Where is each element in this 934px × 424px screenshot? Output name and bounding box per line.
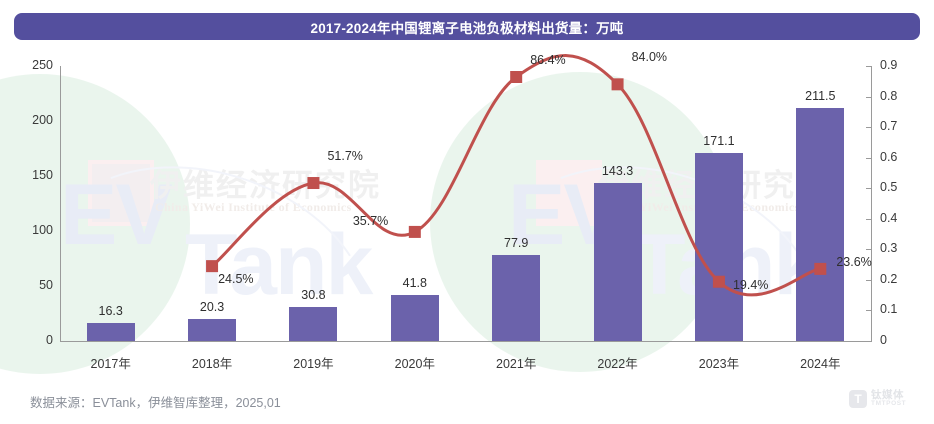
growth-rate-label: 19.4% xyxy=(732,277,769,292)
right-axis-tick xyxy=(866,310,871,312)
right-axis-tick-label: 0.3 xyxy=(880,241,898,256)
right-axis-tick xyxy=(866,96,871,98)
x-axis-label-2018年: 2018年 xyxy=(191,357,233,371)
right-axis-tick-label: 0.7 xyxy=(880,119,898,134)
bar-2024年[interactable] xyxy=(796,108,845,341)
tmtpost-logo-text: 钛媒体 TMTPOST xyxy=(871,390,906,408)
growth-line-series xyxy=(206,54,827,297)
x-axis-line xyxy=(60,341,872,342)
growth-line-marker[interactable] xyxy=(712,275,725,288)
x-axis-label-2017年: 2017年 xyxy=(90,357,131,371)
x-axis-label-2022年: 2022年 xyxy=(597,357,638,371)
growth-line-marker[interactable] xyxy=(307,177,320,190)
bar-2022年[interactable] xyxy=(593,183,642,341)
growth-rate-label: 51.7% xyxy=(327,149,363,164)
right-axis-tick xyxy=(866,127,871,129)
left-axis-tick-label: 200 xyxy=(32,113,53,127)
x-axis-label-2023年: 2023年 xyxy=(698,357,740,371)
bar-value-label: 143.3 xyxy=(601,164,634,179)
growth-rate-label: 35.7% xyxy=(352,213,389,228)
right-axis-tick xyxy=(866,157,871,159)
x-axis-label-2024年: 2024年 xyxy=(800,357,841,371)
bar-2019年[interactable] xyxy=(289,307,338,341)
left-axis-tick-label: 250 xyxy=(32,58,53,72)
bar-value-label: 20.3 xyxy=(199,299,225,314)
bar-2017年[interactable] xyxy=(86,323,135,341)
left-axis-line xyxy=(60,66,61,341)
right-axis-tick-label: 0.6 xyxy=(880,149,898,164)
left-axis-tick-label: 100 xyxy=(32,223,53,237)
x-axis-label-2019年: 2019年 xyxy=(293,357,334,371)
growth-line-marker[interactable] xyxy=(206,260,219,273)
page-title: 2017-2024年中国锂离子电池负极材料出货量：万吨 xyxy=(310,20,624,36)
right-axis-line xyxy=(871,66,872,341)
right-axis-tick xyxy=(866,218,871,220)
left-axis-tick-label: 50 xyxy=(39,278,53,292)
left-axis-tick-label: 150 xyxy=(32,168,53,182)
growth-rate-label: 23.6% xyxy=(836,254,872,269)
growth-rate-label: 24.5% xyxy=(218,272,254,287)
right-axis-tick-label: 0.9 xyxy=(880,58,898,72)
tmtpost-logo-mark: T xyxy=(849,390,867,408)
growth-line-path xyxy=(210,54,822,297)
growth-rate-label: 84.0% xyxy=(631,50,668,65)
bar-2023年[interactable] xyxy=(694,152,743,341)
right-axis-tick-label: 0.2 xyxy=(880,271,898,286)
x-axis-label-2021年: 2021年 xyxy=(496,357,537,371)
right-axis-tick xyxy=(866,188,871,190)
right-axis-tick xyxy=(866,249,871,251)
tmtpost-logo: T 钛媒体 TMTPOST xyxy=(849,390,906,408)
left-axis-tick-label: 0 xyxy=(46,333,53,347)
growth-rate-label: 86.4% xyxy=(530,53,566,67)
bar-2021年[interactable] xyxy=(492,255,541,341)
right-axis-tick-label: 0.4 xyxy=(880,210,898,225)
bar-value-label: 30.8 xyxy=(301,288,326,303)
bar-2018年[interactable] xyxy=(188,318,237,341)
bar-value-label: 211.5 xyxy=(805,89,836,104)
source-note: 数据来源：EVTank，伊维智库整理，2025,01 xyxy=(30,396,281,410)
right-axis-tick xyxy=(866,341,871,342)
right-axis-tick-label: 0.8 xyxy=(880,88,898,103)
tmtpost-logo-en: TMTPOST xyxy=(871,400,907,408)
bar-value-label: 171.1 xyxy=(703,133,735,148)
right-axis-tick-label: 0.1 xyxy=(880,302,898,317)
growth-line-marker[interactable] xyxy=(510,71,523,83)
bar-2020年[interactable] xyxy=(390,295,439,341)
right-axis-tick xyxy=(866,279,871,281)
bar-value-label: 77.9 xyxy=(504,236,529,251)
right-axis-tick xyxy=(866,66,871,67)
right-axis-tick-label: 0.5 xyxy=(880,180,898,195)
growth-line-marker[interactable] xyxy=(408,225,421,238)
bar-value-label: 16.3 xyxy=(98,304,123,319)
right-axis-tick-label: 0 xyxy=(880,333,887,347)
plot-area: EV Tank EV Tank 伊维经济研究院 China YiWei Inst… xyxy=(0,50,934,424)
bar-value-label: 41.8 xyxy=(402,276,427,291)
x-axis-label-2020年: 2020年 xyxy=(394,357,435,371)
tmtpost-logo-cn: 钛媒体 xyxy=(871,389,904,402)
growth-line-marker[interactable] xyxy=(814,262,827,275)
chart-title-bar: 2017-2024年中国锂离子电池负极材料出货量：万吨 xyxy=(14,13,920,40)
growth-line-marker[interactable] xyxy=(611,78,624,91)
